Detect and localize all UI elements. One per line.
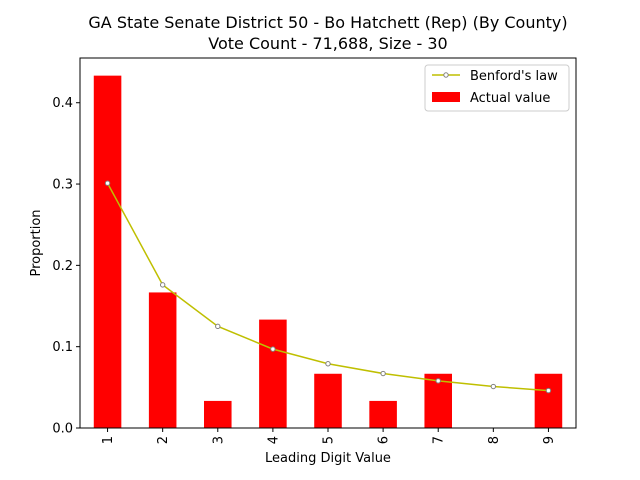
benford-line-series	[104, 180, 552, 394]
benford-point-8	[490, 383, 497, 390]
benford-point-5	[325, 361, 331, 367]
benford-point-6	[380, 370, 386, 377]
x-tick-label: 8	[487, 436, 502, 444]
benford-point-2	[159, 282, 166, 288]
y-tick-label: 0.1	[52, 340, 73, 355]
x-tick-label: 6	[377, 436, 392, 444]
benford-point-1	[104, 180, 111, 186]
legend-benford-marker	[443, 72, 449, 78]
chart-title-line-1: GA State Senate District 50 - Bo Hatchet…	[88, 13, 567, 32]
x-tick-label: 9	[542, 436, 557, 444]
legend-benford-label: Benford's law	[470, 69, 558, 84]
bar-digit-5	[314, 373, 342, 428]
y-axis-ticks: 0.0 0.1 0.2 0.3 0.4	[52, 96, 80, 437]
x-tick-label: 4	[266, 436, 281, 444]
bar-digit-4	[259, 319, 287, 428]
bar-digit-6	[369, 400, 397, 428]
y-axis-label: Proportion	[29, 209, 44, 276]
benford-point-4	[270, 346, 276, 352]
bar-digit-9	[534, 373, 563, 428]
x-tick-label: 3	[211, 436, 226, 444]
legend-box	[424, 64, 570, 112]
benford-point-7	[435, 378, 441, 384]
legend-actual-label: Actual value	[470, 91, 550, 106]
chart-title-line-2: Vote Count - 71,688, Size - 30	[208, 34, 447, 53]
x-axis-label: Leading Digit Value	[265, 451, 391, 466]
actual-value-bars	[93, 75, 563, 429]
x-tick-label: 2	[156, 436, 171, 444]
legend: Benford's law Actual value	[424, 64, 570, 112]
y-tick-label: 0.3	[52, 178, 73, 193]
y-tick-label: 0.0	[52, 422, 73, 437]
x-tick-label: 1	[101, 436, 116, 444]
bar-digit-1	[93, 75, 122, 429]
x-tick-label: 5	[322, 436, 337, 444]
benford-point-3	[215, 323, 221, 330]
x-axis-ticks: 1 2 3 4 5 6 7 8 9	[101, 428, 557, 444]
benford-point-9	[545, 387, 552, 394]
y-tick-label: 0.4	[52, 96, 73, 111]
legend-actual-swatch	[432, 92, 460, 102]
y-tick-label: 0.2	[52, 259, 73, 274]
x-tick-label: 7	[432, 436, 447, 444]
bar-digit-3	[204, 400, 232, 428]
bar-digit-2	[148, 292, 177, 428]
